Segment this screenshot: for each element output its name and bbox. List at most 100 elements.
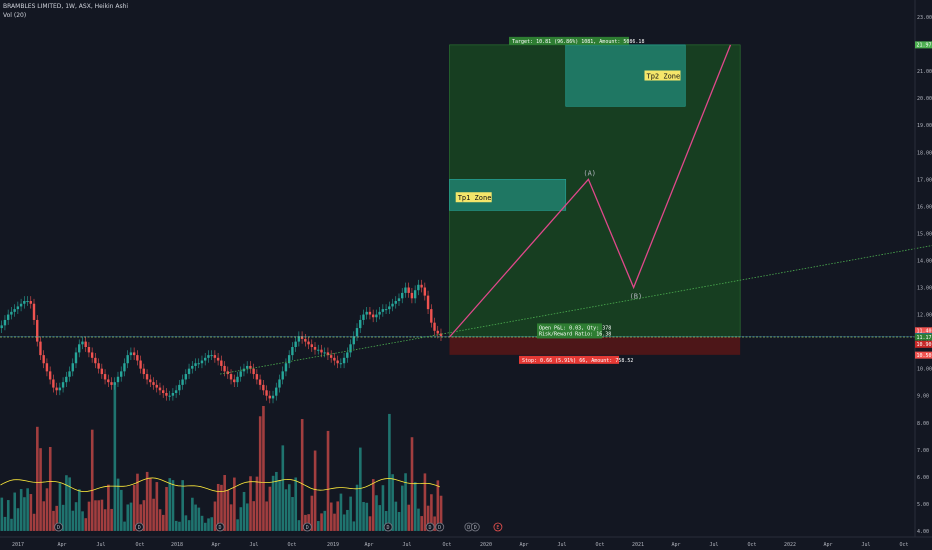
candle-body[interactable] <box>23 301 26 304</box>
candle-body[interactable] <box>165 392 168 396</box>
candle-body[interactable] <box>265 390 268 396</box>
candle-body[interactable] <box>417 284 420 291</box>
candle-body[interactable] <box>145 374 149 380</box>
candle-body[interactable] <box>249 365 252 369</box>
candle-body[interactable] <box>375 314 378 318</box>
candle-body[interactable] <box>252 368 255 375</box>
candle-body[interactable] <box>48 371 52 380</box>
candle-body[interactable] <box>229 374 233 380</box>
candle-body[interactable] <box>433 322 436 331</box>
candle-body[interactable] <box>10 311 13 315</box>
candle-body[interactable] <box>87 347 91 353</box>
candle-body[interactable] <box>426 295 430 310</box>
candle-body[interactable] <box>413 290 417 299</box>
candle-body[interactable] <box>136 355 139 361</box>
candle-body[interactable] <box>149 379 152 383</box>
candle-body[interactable] <box>430 309 433 323</box>
candle-body[interactable] <box>271 395 275 399</box>
candle-body[interactable] <box>36 319 39 342</box>
candle-body[interactable] <box>65 376 68 383</box>
candle-body[interactable] <box>97 363 100 369</box>
candle-body[interactable] <box>439 333 443 337</box>
candle-body[interactable] <box>139 360 142 369</box>
candle-body[interactable] <box>349 344 352 353</box>
candle-body[interactable] <box>391 303 394 307</box>
candle-body[interactable] <box>323 352 326 354</box>
candle-body[interactable] <box>123 363 126 372</box>
candle-body[interactable] <box>174 390 178 393</box>
candle-body[interactable] <box>158 387 162 391</box>
candle-body[interactable] <box>307 341 310 345</box>
candle-body[interactable] <box>291 347 294 356</box>
candle-body[interactable] <box>61 382 65 388</box>
candle-body[interactable] <box>317 349 320 351</box>
candle-body[interactable] <box>213 355 217 358</box>
candle-body[interactable] <box>388 306 391 310</box>
candle-body[interactable] <box>365 311 368 315</box>
candle-body[interactable] <box>233 379 236 383</box>
candle-body[interactable] <box>281 371 284 380</box>
candle-body[interactable] <box>384 309 388 311</box>
candle-body[interactable] <box>300 336 304 339</box>
candle-body[interactable] <box>116 376 120 383</box>
candle-body[interactable] <box>58 387 62 391</box>
candle-body[interactable] <box>394 301 397 304</box>
candle-body[interactable] <box>187 368 191 375</box>
candle-body[interactable] <box>339 363 343 365</box>
candle-body[interactable] <box>342 357 346 364</box>
candle-body[interactable] <box>107 379 110 383</box>
candle-body[interactable] <box>110 382 113 385</box>
candle-body[interactable] <box>268 395 271 399</box>
candle-body[interactable] <box>155 384 158 388</box>
candle-body[interactable] <box>401 292 404 299</box>
candle-body[interactable] <box>262 384 265 391</box>
candle-body[interactable] <box>336 360 339 364</box>
earnings-marker[interactable]: E <box>493 522 503 532</box>
candle-body[interactable] <box>6 314 10 320</box>
candle-body[interactable] <box>220 360 223 366</box>
dotted-trendline[interactable] <box>220 239 932 375</box>
candle-body[interactable] <box>404 287 407 293</box>
dividend-marker[interactable]: D <box>54 522 64 532</box>
candle-body[interactable] <box>207 355 210 358</box>
candle-body[interactable] <box>333 357 336 361</box>
candle-body[interactable] <box>275 387 278 396</box>
candle-body[interactable] <box>126 355 129 364</box>
candle-body[interactable] <box>184 374 188 380</box>
candle-body[interactable] <box>278 379 281 388</box>
dividend-marker[interactable]: D <box>383 522 393 532</box>
candle-body[interactable] <box>32 303 36 320</box>
candle-body[interactable] <box>258 379 262 385</box>
candle-body[interactable] <box>129 352 133 356</box>
candle-body[interactable] <box>168 395 171 397</box>
candle-body[interactable] <box>81 341 84 345</box>
candle-body[interactable] <box>100 368 104 375</box>
candle-body[interactable] <box>410 292 414 299</box>
candle-body[interactable] <box>13 309 16 312</box>
candle-body[interactable] <box>329 355 333 358</box>
candle-body[interactable] <box>152 382 155 385</box>
candle-body[interactable] <box>181 379 184 385</box>
candle-body[interactable] <box>359 319 362 329</box>
candle-body[interactable] <box>78 344 81 353</box>
candle-body[interactable] <box>236 376 239 383</box>
candle-body[interactable] <box>326 352 330 356</box>
candle-body[interactable] <box>142 368 146 375</box>
candle-body[interactable] <box>355 328 359 337</box>
candle-body[interactable] <box>0 325 3 329</box>
candle-body[interactable] <box>29 301 32 304</box>
candle-body[interactable] <box>294 341 297 348</box>
candle-body[interactable] <box>397 298 401 302</box>
candle-body[interactable] <box>362 314 365 320</box>
candle-body[interactable] <box>19 303 23 307</box>
candle-body[interactable] <box>84 341 87 348</box>
candle-body[interactable] <box>52 379 55 388</box>
candle-body[interactable] <box>245 365 249 369</box>
candle-body[interactable] <box>39 341 42 356</box>
candle-body[interactable] <box>407 287 410 293</box>
candle-body[interactable] <box>132 352 136 356</box>
candle-body[interactable] <box>378 311 381 315</box>
candle-body[interactable] <box>297 336 301 342</box>
stop-zone[interactable] <box>449 337 741 355</box>
candle-body[interactable] <box>304 338 307 342</box>
